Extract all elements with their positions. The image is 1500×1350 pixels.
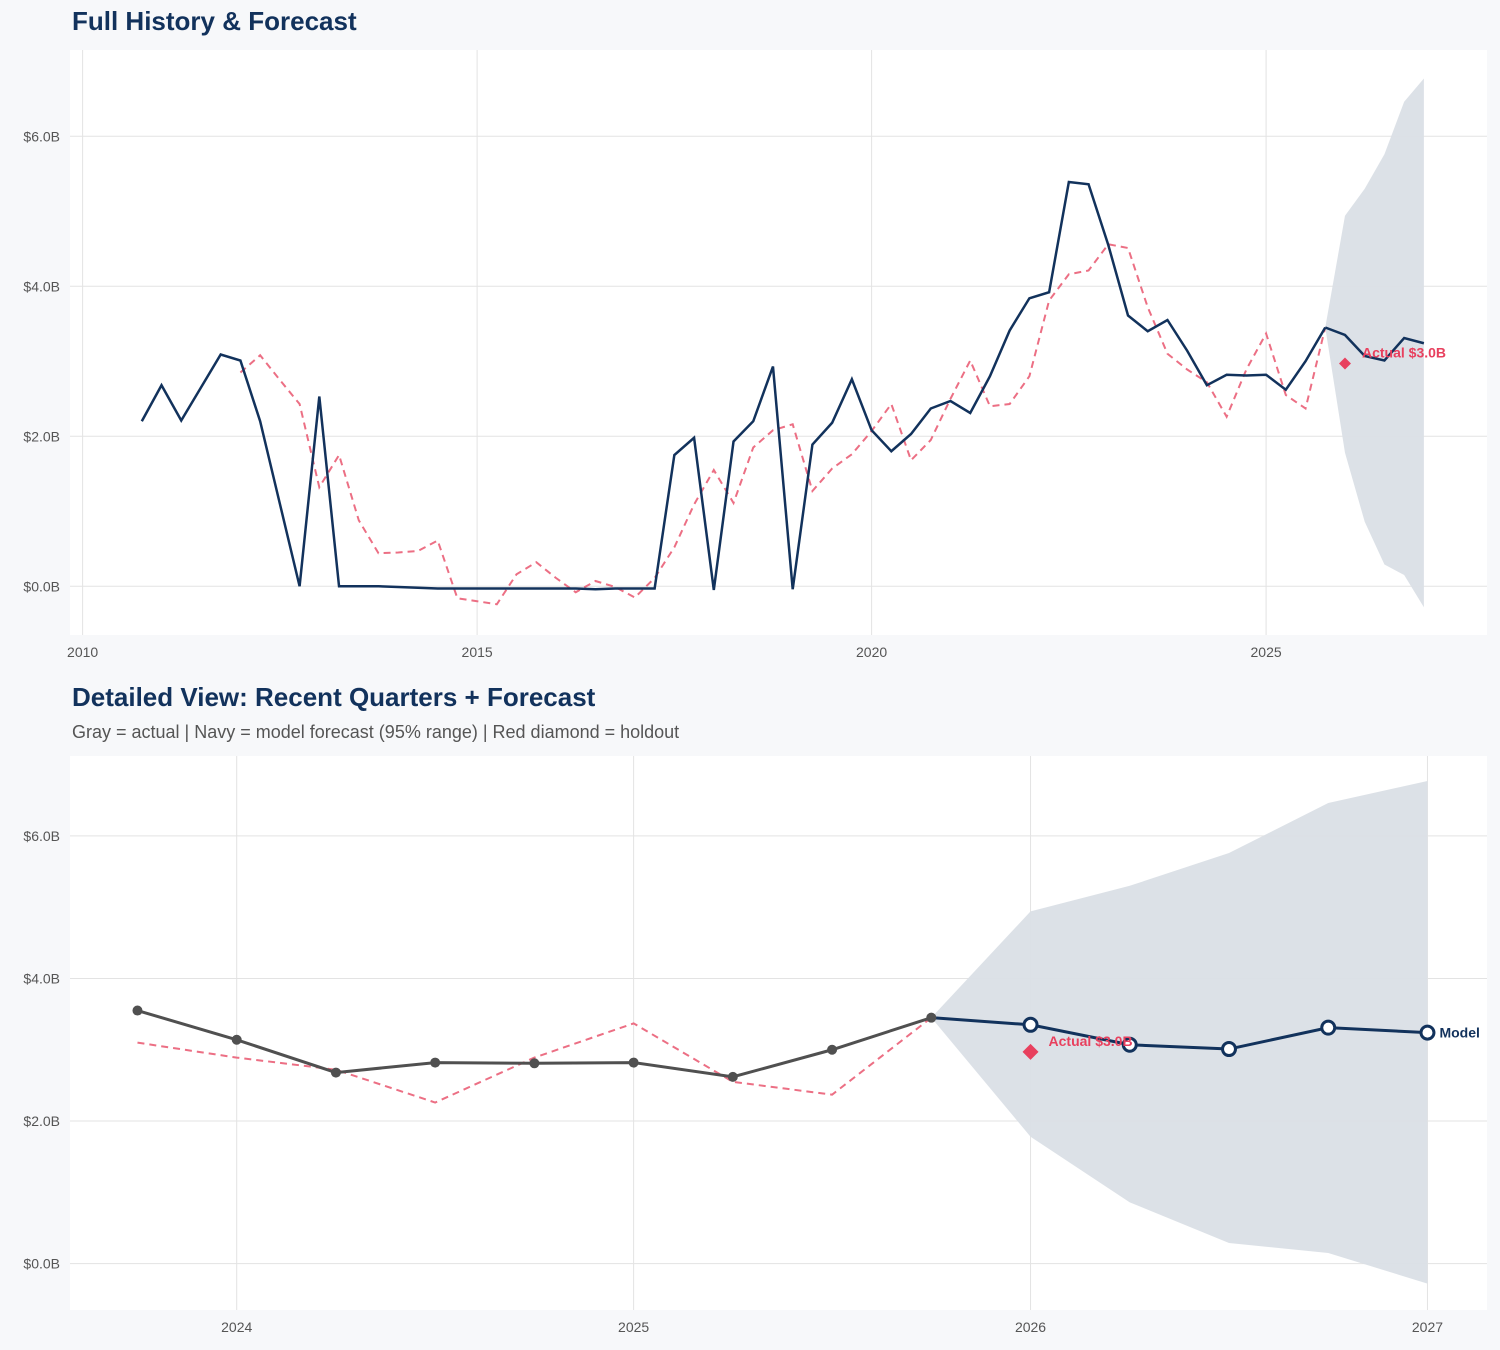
holdout-label: Actual $3.0B bbox=[1362, 345, 1446, 361]
y-tick-label: $2.0B bbox=[23, 428, 60, 444]
forecast-point bbox=[1221, 1041, 1238, 1058]
forecast-95-band bbox=[931, 780, 1428, 1284]
bottom-chart-subtitle: Gray = actual | Navy = model forecast (9… bbox=[72, 722, 680, 742]
y-tick-label: $0.0B bbox=[23, 1256, 60, 1272]
x-tick-label: 2026 bbox=[1015, 1319, 1046, 1335]
model-label: Model bbox=[1439, 1025, 1479, 1041]
x-tick-label: 2010 bbox=[67, 644, 98, 660]
x-tick-label: 2025 bbox=[618, 1319, 649, 1335]
forecast-point bbox=[1320, 1019, 1337, 1036]
holdout-diamond bbox=[1338, 357, 1351, 370]
backtest-line bbox=[137, 1016, 932, 1104]
y-tick-label: $4.0B bbox=[23, 278, 60, 294]
forecast-line bbox=[931, 1016, 1428, 1051]
full-history-chart: $0.0B $2.0B $4.0B $6.0B 2010 2015 2020 2025 Actu… bbox=[23, 50, 1487, 660]
actual-point bbox=[330, 1067, 341, 1078]
actual-point bbox=[132, 1005, 143, 1016]
forecast-point bbox=[1419, 1024, 1436, 1041]
x-tick-label: 2025 bbox=[1251, 644, 1282, 660]
forecast-point bbox=[1022, 1016, 1039, 1033]
holdout-label: Actual $3.0B bbox=[1049, 1033, 1133, 1049]
actual-point bbox=[926, 1012, 937, 1023]
actual-point bbox=[430, 1057, 441, 1068]
forecast-95-band bbox=[1325, 78, 1424, 608]
actual-line bbox=[140, 180, 1327, 591]
actual-point bbox=[827, 1044, 838, 1055]
bottom-chart-title: Detailed View: Recent Quarters + Forecas… bbox=[72, 682, 596, 712]
y-tick-label: $6.0B bbox=[23, 828, 60, 844]
x-tick-label: 2015 bbox=[462, 644, 493, 660]
y-tick-label: $4.0B bbox=[23, 970, 60, 986]
backtest-line bbox=[239, 243, 1327, 606]
forecast-point bbox=[1121, 1036, 1138, 1053]
actual-point bbox=[628, 1057, 639, 1068]
top-chart-title: Full History & Forecast bbox=[72, 6, 357, 36]
x-tick-label: 2024 bbox=[221, 1319, 252, 1335]
y-tick-label: $0.0B bbox=[23, 578, 60, 594]
x-tick-label: 2027 bbox=[1412, 1319, 1443, 1335]
y-tick-label: $2.0B bbox=[23, 1113, 60, 1129]
holdout-diamond bbox=[1022, 1043, 1039, 1060]
x-tick-label: 2020 bbox=[856, 644, 887, 660]
y-tick-label: $6.0B bbox=[23, 128, 60, 144]
plot-area bbox=[70, 50, 1487, 635]
actual-point bbox=[727, 1071, 738, 1082]
actual-point bbox=[231, 1034, 242, 1045]
actual-point bbox=[529, 1058, 540, 1069]
forecast-line bbox=[1324, 326, 1425, 362]
